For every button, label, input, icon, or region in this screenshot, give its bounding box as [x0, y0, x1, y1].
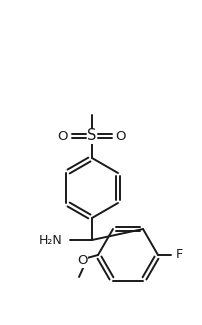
Text: O: O — [77, 254, 88, 267]
Text: H₂N: H₂N — [39, 233, 63, 246]
Text: S: S — [87, 128, 96, 144]
Text: O: O — [115, 129, 126, 142]
Text: F: F — [175, 249, 182, 262]
Text: O: O — [57, 129, 68, 142]
